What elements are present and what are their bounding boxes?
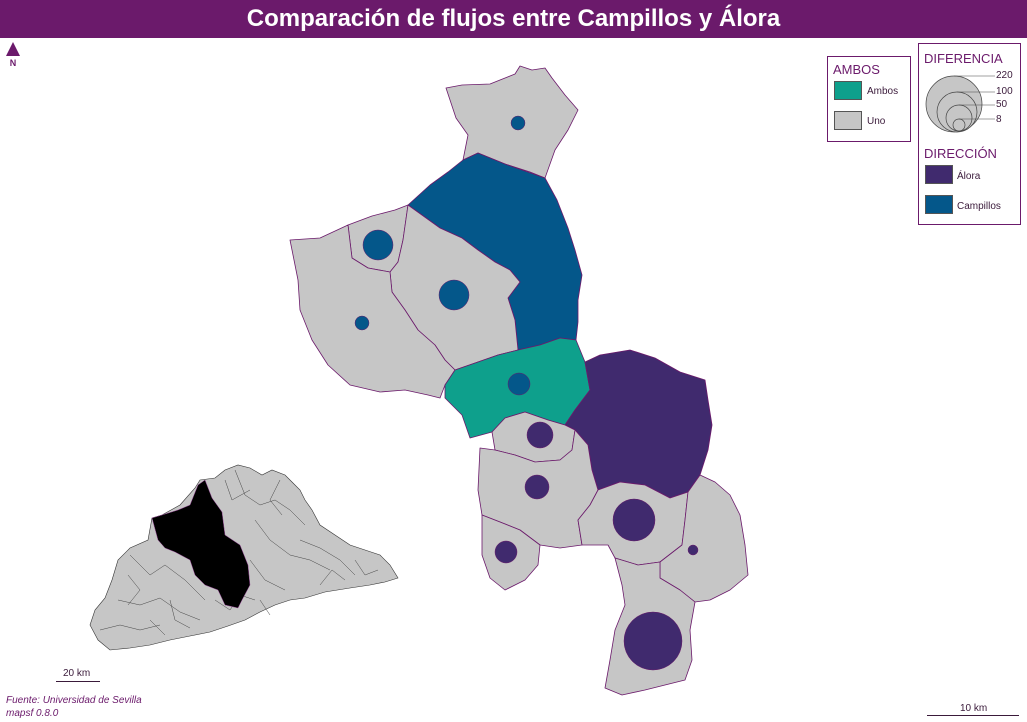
- legend-swatch-campillos: [925, 195, 953, 214]
- flow-circle-alora[interactable]: [612, 498, 656, 542]
- legend-value-50: 50: [996, 99, 1008, 110]
- legend-diferencia-title: DIFERENCIA: [924, 51, 1003, 66]
- flow-circle-alora[interactable]: [687, 544, 699, 556]
- legend-label-ambos: Ambos: [867, 86, 899, 97]
- flow-circle-alora[interactable]: [494, 540, 518, 564]
- legend-swatch-ambos: [834, 81, 862, 100]
- scale-main-bar: [927, 715, 1019, 716]
- flow-circle-campillos[interactable]: [507, 372, 531, 396]
- scale-inset-label: 20 km: [63, 668, 91, 679]
- north-label: N: [9, 58, 17, 68]
- legend-swatch-uno: [834, 111, 862, 130]
- inset-study-area: [151, 479, 251, 609]
- flow-circle-campillos[interactable]: [510, 115, 526, 131]
- municipality-east[interactable]: [659, 474, 749, 603]
- scale-inset-bar: [56, 681, 100, 682]
- flow-circle-alora[interactable]: [623, 611, 683, 671]
- scale-main-label: 10 km: [960, 703, 988, 714]
- legend-value-220: 220: [996, 70, 1013, 81]
- legend-circle-sizes: [925, 75, 995, 133]
- legend-label-campillos: Campillos: [957, 201, 1001, 212]
- flow-circle-alora[interactable]: [524, 474, 550, 500]
- legend-ambos-title: AMBOS: [833, 62, 880, 77]
- legend-diferencia: DIFERENCIA 220 100 50 8 DIRECCIÓN Álora …: [918, 43, 1021, 225]
- map-title: Comparación de flujos entre Campillos y …: [0, 0, 1027, 38]
- north-arrow: N: [5, 42, 21, 72]
- flow-circle-campillos[interactable]: [362, 229, 394, 261]
- source-line-1: Fuente: Universidad de Sevilla: [6, 695, 142, 706]
- flow-circle-campillos[interactable]: [438, 279, 470, 311]
- legend-value-8: 8: [996, 114, 1002, 125]
- legend-label-uno: Uno: [867, 116, 886, 127]
- legend-ambos: AMBOS Ambos Uno: [827, 56, 911, 142]
- legend-label-alora: Álora: [957, 171, 981, 182]
- legend-swatch-alora: [925, 165, 953, 184]
- source-line-2: mapsf 0.8.0: [6, 708, 59, 719]
- legend-direccion-title: DIRECCIÓN: [924, 146, 997, 161]
- source-credits: Fuente: Universidad de Sevilla mapsf 0.8…: [6, 694, 142, 720]
- flow-circle-campillos[interactable]: [354, 315, 370, 331]
- flow-circle-alora[interactable]: [526, 421, 554, 449]
- north-arrow-icon: [6, 42, 20, 56]
- legend-value-100: 100: [996, 86, 1013, 97]
